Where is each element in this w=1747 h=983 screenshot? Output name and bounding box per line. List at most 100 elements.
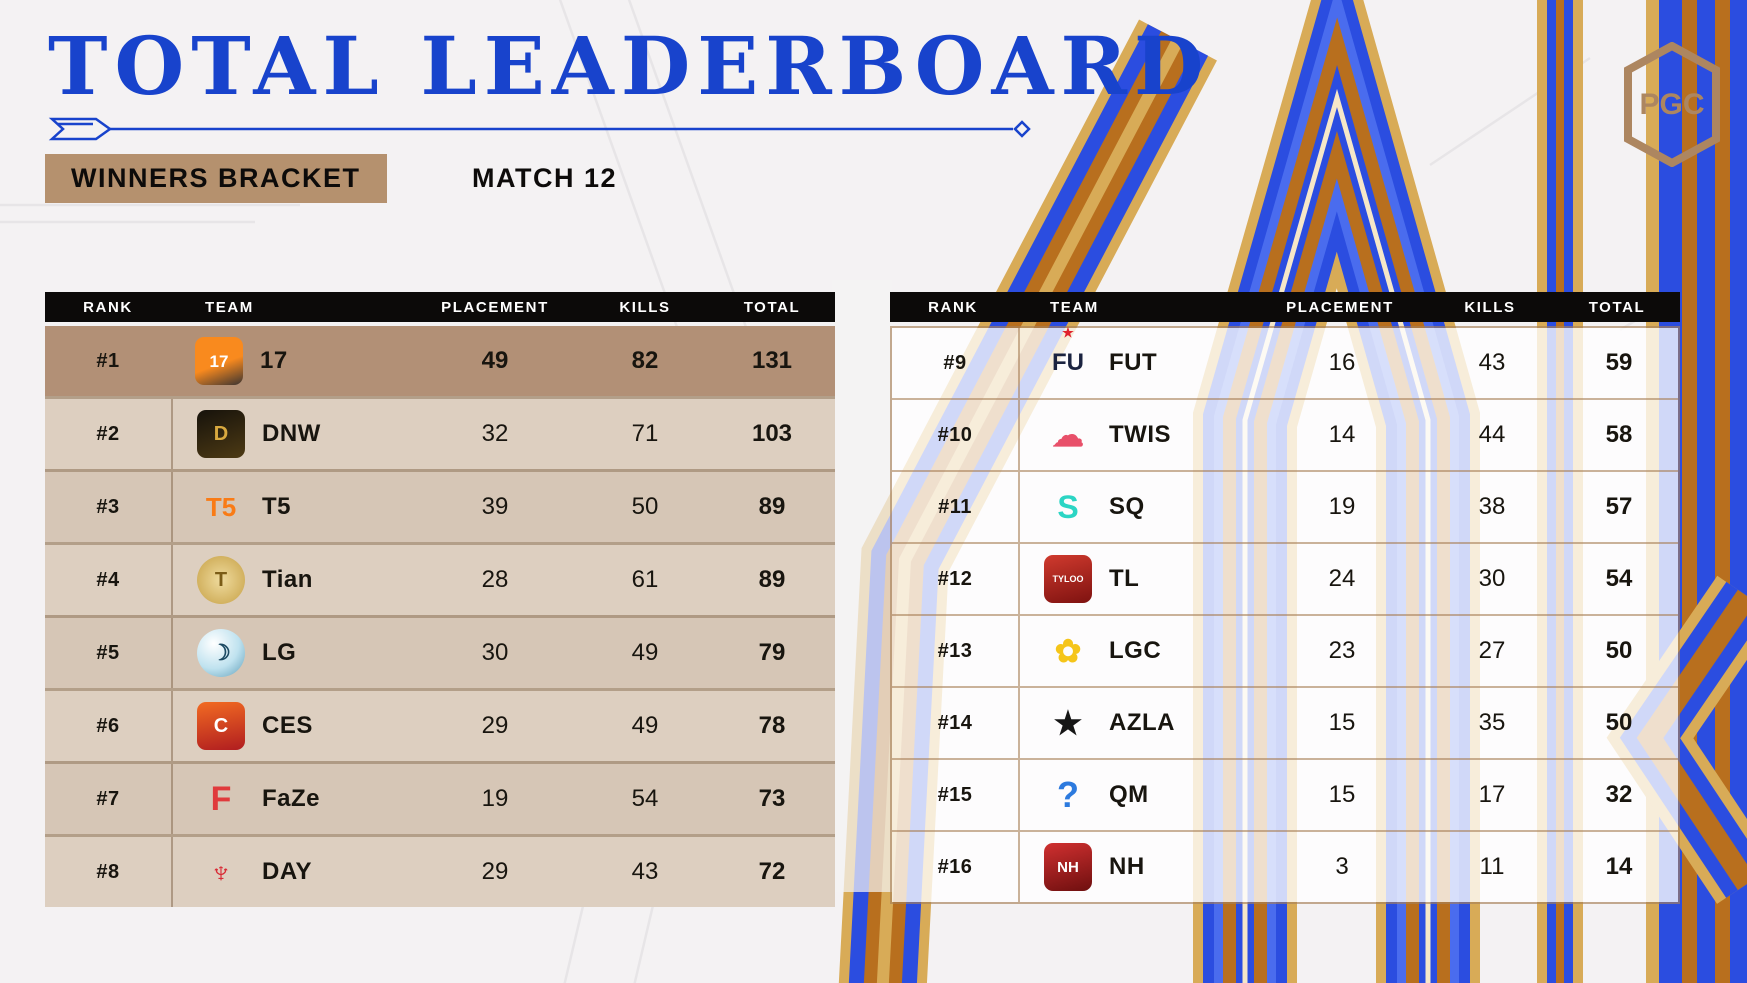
rank-cell: #6 [96, 714, 120, 737]
kills-cell: 30 [1478, 565, 1506, 592]
placement-cell: 29 [481, 712, 509, 739]
total-cell: 79 [758, 639, 786, 666]
placement-cell: 24 [1328, 565, 1356, 592]
kills-cell: 11 [1479, 853, 1505, 880]
team-cell: TYLOO TL [1018, 544, 1256, 614]
team-name: AZLA [1109, 709, 1175, 736]
table-row-rank8: #8 ♆ DAY 29 43 72 [45, 834, 835, 907]
total-cell: 89 [758, 493, 786, 520]
kills-cell: 61 [631, 566, 659, 593]
placement-cell: 29 [481, 858, 509, 885]
rank-cell: #9 [943, 351, 967, 374]
logo-glyph: ☁ [1052, 417, 1084, 453]
logo-sq: S [1044, 483, 1092, 531]
rank-cell: #14 [937, 711, 973, 734]
logo-glyph: F [210, 780, 232, 818]
table-row-rank15: #15 ? QM 15 17 32 [892, 758, 1678, 830]
kills-cell: 17 [1478, 781, 1506, 808]
total-cell: 89 [758, 566, 786, 593]
team-cell: NH NH [1018, 832, 1256, 902]
table-row-rank11: #11 S SQ 19 38 57 [892, 470, 1678, 542]
team-name: NH [1109, 853, 1145, 880]
rank-cell: #16 [937, 855, 973, 878]
table-row-rank7: #7 F FaZe 19 54 73 [45, 761, 835, 834]
team-name: FaZe [262, 785, 321, 812]
logo-glyph: ★ [1053, 705, 1083, 741]
logo-glyph: ☽ [211, 640, 231, 665]
total-cell: 50 [1605, 709, 1633, 736]
pgc-monogram-text: PGC [1639, 88, 1704, 121]
placement-cell: 19 [1328, 493, 1356, 520]
logo-glyph: FU [1052, 349, 1084, 376]
kills-cell: 27 [1478, 637, 1506, 664]
gap-wash [832, 280, 892, 892]
table-header: RANK TEAM PLACEMENT KILLS TOTAL [890, 292, 1680, 322]
team-name: CES [262, 712, 313, 739]
total-cell: 72 [758, 858, 786, 885]
team-cell: ♆ DAY [171, 837, 409, 907]
rank-cell: #11 [938, 495, 972, 518]
leaderboard-left: RANK TEAM PLACEMENT KILLS TOTAL #1 17 17… [45, 292, 835, 907]
logo-glyph: T5 [205, 492, 237, 522]
team-cell: ☽ LG [171, 618, 409, 688]
total-cell: 131 [751, 347, 793, 374]
leaderboard-right: RANK TEAM PLACEMENT KILLS TOTAL #9 ★ FU F… [890, 292, 1680, 904]
total-cell: 58 [1605, 421, 1633, 448]
team-cell: C CES [171, 691, 409, 761]
logo-glyph: T [214, 569, 228, 591]
kills-cell: 43 [1478, 349, 1506, 376]
kills-cell: 44 [1478, 421, 1506, 448]
logo-twis: ☁ [1044, 411, 1092, 459]
rank-cell: #7 [96, 787, 120, 810]
placement-cell: 15 [1328, 781, 1356, 808]
logo-glyph: TYLOO [1052, 573, 1084, 584]
logo-faze: F [197, 775, 245, 823]
logo-fut: ★ FU [1044, 326, 1092, 387]
team-cell: ★ FU FUT [1018, 326, 1256, 398]
team-name: FUT [1109, 349, 1158, 376]
kills-cell: 35 [1478, 709, 1506, 736]
total-cell: 57 [1605, 493, 1633, 520]
rank-cell: #13 [937, 639, 973, 662]
team-cell: ★ AZLA [1018, 688, 1256, 758]
table-row-rank2: #2 D DNW 32 71 103 [45, 396, 835, 469]
pgc-hexagon [1624, 42, 1720, 167]
logo-glyph: D [213, 423, 229, 445]
team-cell: F FaZe [171, 764, 409, 834]
total-cell: 32 [1605, 781, 1633, 808]
team-cell: ☁ TWIS [1018, 400, 1256, 470]
kills-cell: 49 [631, 712, 659, 739]
team-name: DAY [262, 858, 312, 885]
team-name: LGC [1109, 637, 1162, 664]
pgc-logo: PGC [1624, 42, 1720, 167]
team-cell: 17 17 [171, 326, 409, 396]
team-name: TWIS [1109, 421, 1171, 448]
total-cell: 14 [1605, 853, 1633, 880]
rank-cell: #4 [96, 568, 120, 591]
rank-cell: #2 [96, 422, 120, 445]
total-cell: 103 [751, 420, 793, 447]
table-body: #9 ★ FU FUT 16 43 59 #10 ☁ TWIS 14 44 58 [890, 326, 1680, 904]
kills-cell: 43 [631, 858, 659, 885]
column-header-rank: RANK [83, 298, 133, 316]
logo-dnw: D [197, 410, 245, 458]
placement-cell: 30 [481, 639, 509, 666]
table-row-rank14: #14 ★ AZLA 15 35 50 [892, 686, 1678, 758]
placement-cell: 32 [481, 420, 509, 447]
page-title: TOTAL LEADERBOARD [48, 19, 1211, 113]
team-cell: ? QM [1018, 760, 1256, 830]
table-row-rank13: #13 ✿ LGC 23 27 50 [892, 614, 1678, 686]
rank-cell: #8 [96, 860, 120, 883]
rank-cell: #1 [96, 349, 120, 372]
logo-glyph: ♆ [209, 854, 233, 890]
team-name: DNW [262, 420, 321, 447]
kills-cell: 50 [631, 493, 659, 520]
team-cell: T5 T5 [171, 472, 409, 542]
team-name: QM [1109, 781, 1149, 808]
logo-t5: T5 [197, 483, 245, 531]
logo-nh: NH [1044, 843, 1092, 891]
logo-glyph: ✿ [1054, 633, 1082, 669]
placement-cell: 49 [481, 347, 509, 374]
rank-cell: #3 [96, 495, 120, 518]
title-arrow [48, 117, 1031, 141]
